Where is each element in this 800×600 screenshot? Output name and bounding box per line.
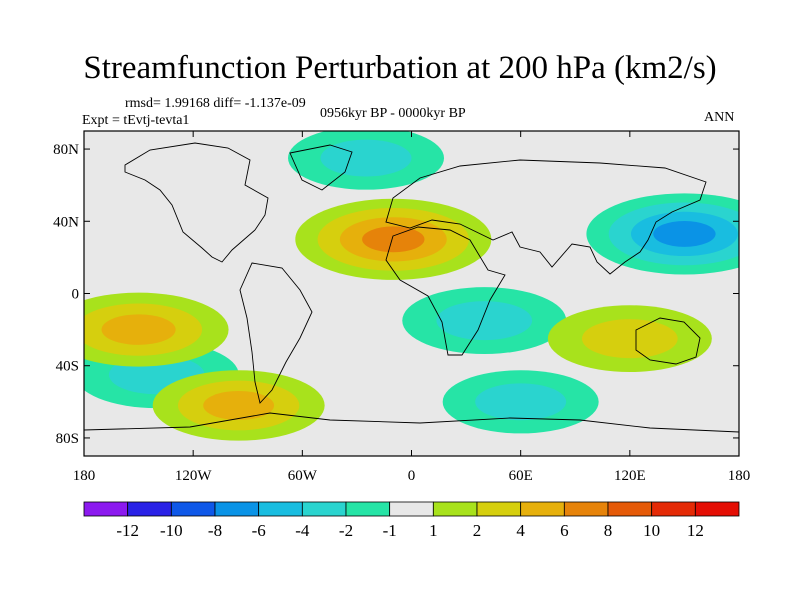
contour-level-pos-2: [582, 319, 678, 359]
colorbar-swatch: [476, 501, 522, 517]
season-label: ANN: [704, 110, 735, 125]
colorbar-label: -6: [252, 521, 266, 540]
colorbar-swatch: [170, 501, 216, 517]
colorbar-swatch: [432, 501, 478, 517]
coast-north-america: [124, 142, 269, 263]
colorbar-label: 10: [643, 521, 660, 540]
y-tick-label: 0: [72, 287, 80, 303]
colorbar: -12 -10 -8 -6 -4 -2 -1 1 2 4 6 8 10 12: [83, 501, 740, 540]
experiment-label: Expt = tEvtj-tevta1: [82, 113, 190, 128]
contour-level-neg-2: [475, 383, 567, 421]
colorbar-label: 6: [560, 521, 569, 540]
field-contours: [84, 131, 739, 441]
y-tick-label: 80N: [53, 142, 79, 158]
x-tick-label: 60W: [288, 468, 318, 484]
colorbar-swatch: [607, 501, 653, 517]
coast-australia: [635, 317, 701, 365]
x-tick-label: 120E: [614, 468, 646, 484]
x-tick-label: 120W: [175, 468, 213, 484]
colorbar-swatch: [520, 501, 565, 517]
coast-south-america: [239, 262, 313, 404]
x-tick-label: 180: [728, 468, 751, 484]
colorbar-swatch: [389, 501, 434, 517]
colorbar-swatch: [127, 501, 172, 517]
colorbar-label: 12: [687, 521, 704, 540]
colorbar-label: -2: [339, 521, 353, 540]
colorbar-swatch: [651, 501, 696, 517]
colorbar-swatch: [214, 501, 260, 517]
y-tick-label: 40N: [53, 214, 79, 230]
colorbar-label: -8: [208, 521, 222, 540]
y-tick-label: 40S: [56, 359, 79, 375]
y-axis: 80N 40N 0 40S 80S: [53, 142, 739, 447]
x-axis: 180 120W 60W 0 60E 120E 180: [73, 131, 751, 484]
x-tick-label: 0: [408, 468, 416, 484]
coast-antarctica: [84, 412, 739, 433]
colorbar-swatch: [345, 501, 391, 517]
contour-level-pos-4: [101, 314, 176, 345]
colorbar-label: -4: [295, 521, 310, 540]
colorbar-label: 1: [429, 521, 438, 540]
colorbar-swatch: [258, 501, 303, 517]
coast-europe-asia: [385, 159, 707, 275]
contour-level-neg-2: [436, 301, 533, 341]
period-label: 0956kyr BP - 0000kyr BP: [320, 106, 466, 121]
colorbar-swatch: [83, 501, 129, 517]
y-tick-label: 80S: [56, 431, 79, 447]
contour-level-pos-4: [203, 390, 275, 420]
x-tick-label: 180: [73, 468, 96, 484]
colorbar-label: 2: [473, 521, 482, 540]
chart-title: Streamfunction Perturbation at 200 hPa (…: [83, 50, 717, 86]
colorbar-label: 4: [516, 521, 525, 540]
contour-level-neg-2: [320, 139, 412, 177]
colorbar-label: -12: [116, 521, 139, 540]
contour-level-pos-6: [362, 226, 425, 253]
x-tick-label: 60E: [509, 468, 533, 484]
coast-greenland: [289, 144, 353, 191]
colorbar-label: -1: [383, 521, 397, 540]
colorbar-label: -10: [160, 521, 183, 540]
coastlines: [84, 142, 739, 433]
colorbar-swatch: [694, 501, 740, 517]
colorbar-label: 8: [604, 521, 613, 540]
colorbar-swatch: [563, 501, 609, 517]
stats-line: rmsd= 1.99168 diff= -1.137e-09: [125, 96, 306, 111]
coast-africa: [385, 226, 506, 356]
colorbar-swatch: [301, 501, 347, 517]
contour-level-neg-6: [653, 220, 716, 247]
